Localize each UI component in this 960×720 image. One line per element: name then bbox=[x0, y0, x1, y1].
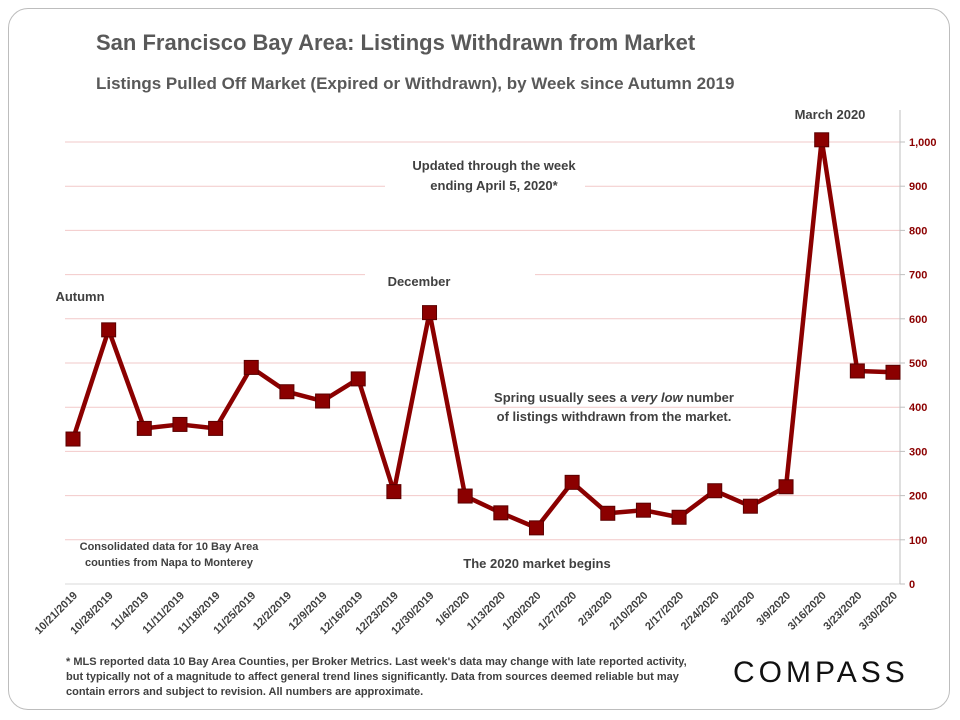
data-point bbox=[814, 132, 830, 148]
x-tick-label: 1/27/2020 bbox=[536, 590, 579, 633]
footnote: * MLS reported data 10 Bay Area Counties… bbox=[66, 656, 687, 698]
compass-logo: COMPASS bbox=[733, 656, 909, 689]
data-point bbox=[778, 479, 794, 495]
annotation: counties from Napa to Monterey bbox=[85, 557, 254, 569]
data-point bbox=[315, 393, 331, 409]
y-tick-label: 0 bbox=[909, 579, 915, 591]
data-point bbox=[635, 502, 651, 518]
y-tick-label: 200 bbox=[909, 491, 927, 503]
annotation: Consolidated data for 10 Bay Area bbox=[80, 541, 260, 553]
data-point bbox=[350, 371, 366, 387]
data-point bbox=[564, 474, 580, 490]
data-point bbox=[528, 520, 544, 536]
data-point bbox=[65, 431, 81, 447]
data-point bbox=[849, 363, 865, 379]
slide-frame bbox=[8, 8, 950, 710]
data-point bbox=[707, 483, 723, 499]
annotation: December bbox=[388, 274, 451, 289]
y-tick-label: 1,000 bbox=[909, 137, 937, 149]
data-point bbox=[742, 498, 758, 514]
x-tick-label: 3/2/2020 bbox=[719, 590, 758, 629]
data-point bbox=[600, 505, 616, 521]
y-tick-label: 600 bbox=[909, 314, 927, 326]
chart-title: San Francisco Bay Area: Listings Withdra… bbox=[96, 30, 696, 55]
annotation: The 2020 market begins bbox=[463, 556, 610, 571]
y-tick-label: 300 bbox=[909, 446, 927, 458]
series-line bbox=[70, 137, 894, 531]
y-tick-label: 900 bbox=[909, 181, 927, 193]
y-tick-label: 500 bbox=[909, 358, 927, 370]
y-tick-label: 400 bbox=[909, 402, 927, 414]
y-tick-label: 800 bbox=[909, 225, 927, 237]
data-point bbox=[279, 384, 295, 400]
data-point bbox=[422, 305, 438, 321]
annotation: Autumn bbox=[55, 289, 104, 304]
data-point bbox=[208, 420, 224, 436]
annotation: of listings withdrawn from the market. bbox=[497, 409, 732, 424]
annotation: ending April 5, 2020* bbox=[430, 178, 558, 193]
data-point bbox=[885, 364, 901, 380]
x-tick-label: 3/30/2020 bbox=[857, 590, 900, 633]
data-point bbox=[386, 484, 402, 500]
data-point bbox=[493, 505, 509, 521]
annotation: Updated through the week bbox=[412, 158, 576, 173]
annotation: March 2020 bbox=[795, 107, 866, 122]
x-tick-label: 2/24/2020 bbox=[679, 590, 722, 633]
data-point bbox=[671, 509, 687, 525]
annotation: Spring usually sees a very low number bbox=[494, 390, 734, 405]
data-point bbox=[136, 420, 152, 436]
data-point bbox=[172, 416, 188, 432]
chart-subtitle: Listings Pulled Off Market (Expired or W… bbox=[96, 74, 735, 93]
data-point bbox=[457, 488, 473, 504]
data-point bbox=[243, 359, 259, 375]
y-tick-label: 100 bbox=[909, 535, 927, 547]
y-tick-label: 700 bbox=[909, 270, 927, 282]
data-point bbox=[101, 322, 117, 338]
